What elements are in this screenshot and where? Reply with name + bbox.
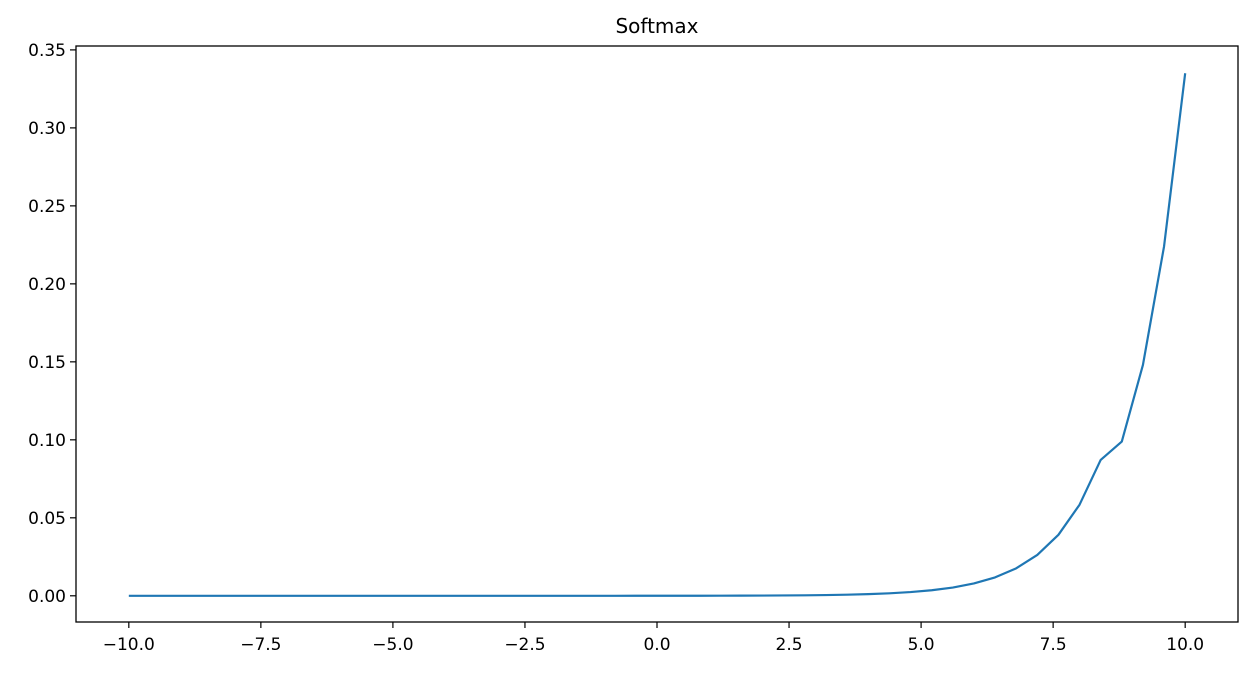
y-tick-label: 0.00: [28, 587, 66, 607]
x-tick-label: 7.5: [1040, 635, 1067, 655]
y-tick-label: 0.25: [28, 197, 66, 217]
x-tick-label: −5.0: [372, 635, 413, 655]
chart-title: Softmax: [615, 14, 698, 38]
y-tick-label: 0.10: [28, 431, 66, 451]
x-tick-label: 5.0: [908, 635, 935, 655]
x-tick-label: 0.0: [643, 635, 670, 655]
axes: −10.0 −7.5 −5.0 −2.5 0.0 2.5 5.0 7.5 10.0 0.00 0.0…: [28, 41, 1204, 655]
x-tick-label: −10.0: [103, 635, 155, 655]
plot-frame: [75, 45, 1239, 623]
y-tick-label: 0.30: [28, 119, 66, 139]
x-tick-label: −2.5: [504, 635, 545, 655]
y-tick-label: 0.05: [28, 509, 66, 529]
series-group: [128, 73, 1187, 597]
series-line: [128, 73, 1187, 597]
x-tick-label: 10.0: [1166, 635, 1204, 655]
y-tick-label: 0.15: [28, 353, 66, 373]
y-tick-label: 0.35: [28, 41, 66, 61]
x-tick-label: 2.5: [776, 635, 803, 655]
x-tick-label: −7.5: [240, 635, 281, 655]
y-tick-label: 0.20: [28, 275, 66, 295]
